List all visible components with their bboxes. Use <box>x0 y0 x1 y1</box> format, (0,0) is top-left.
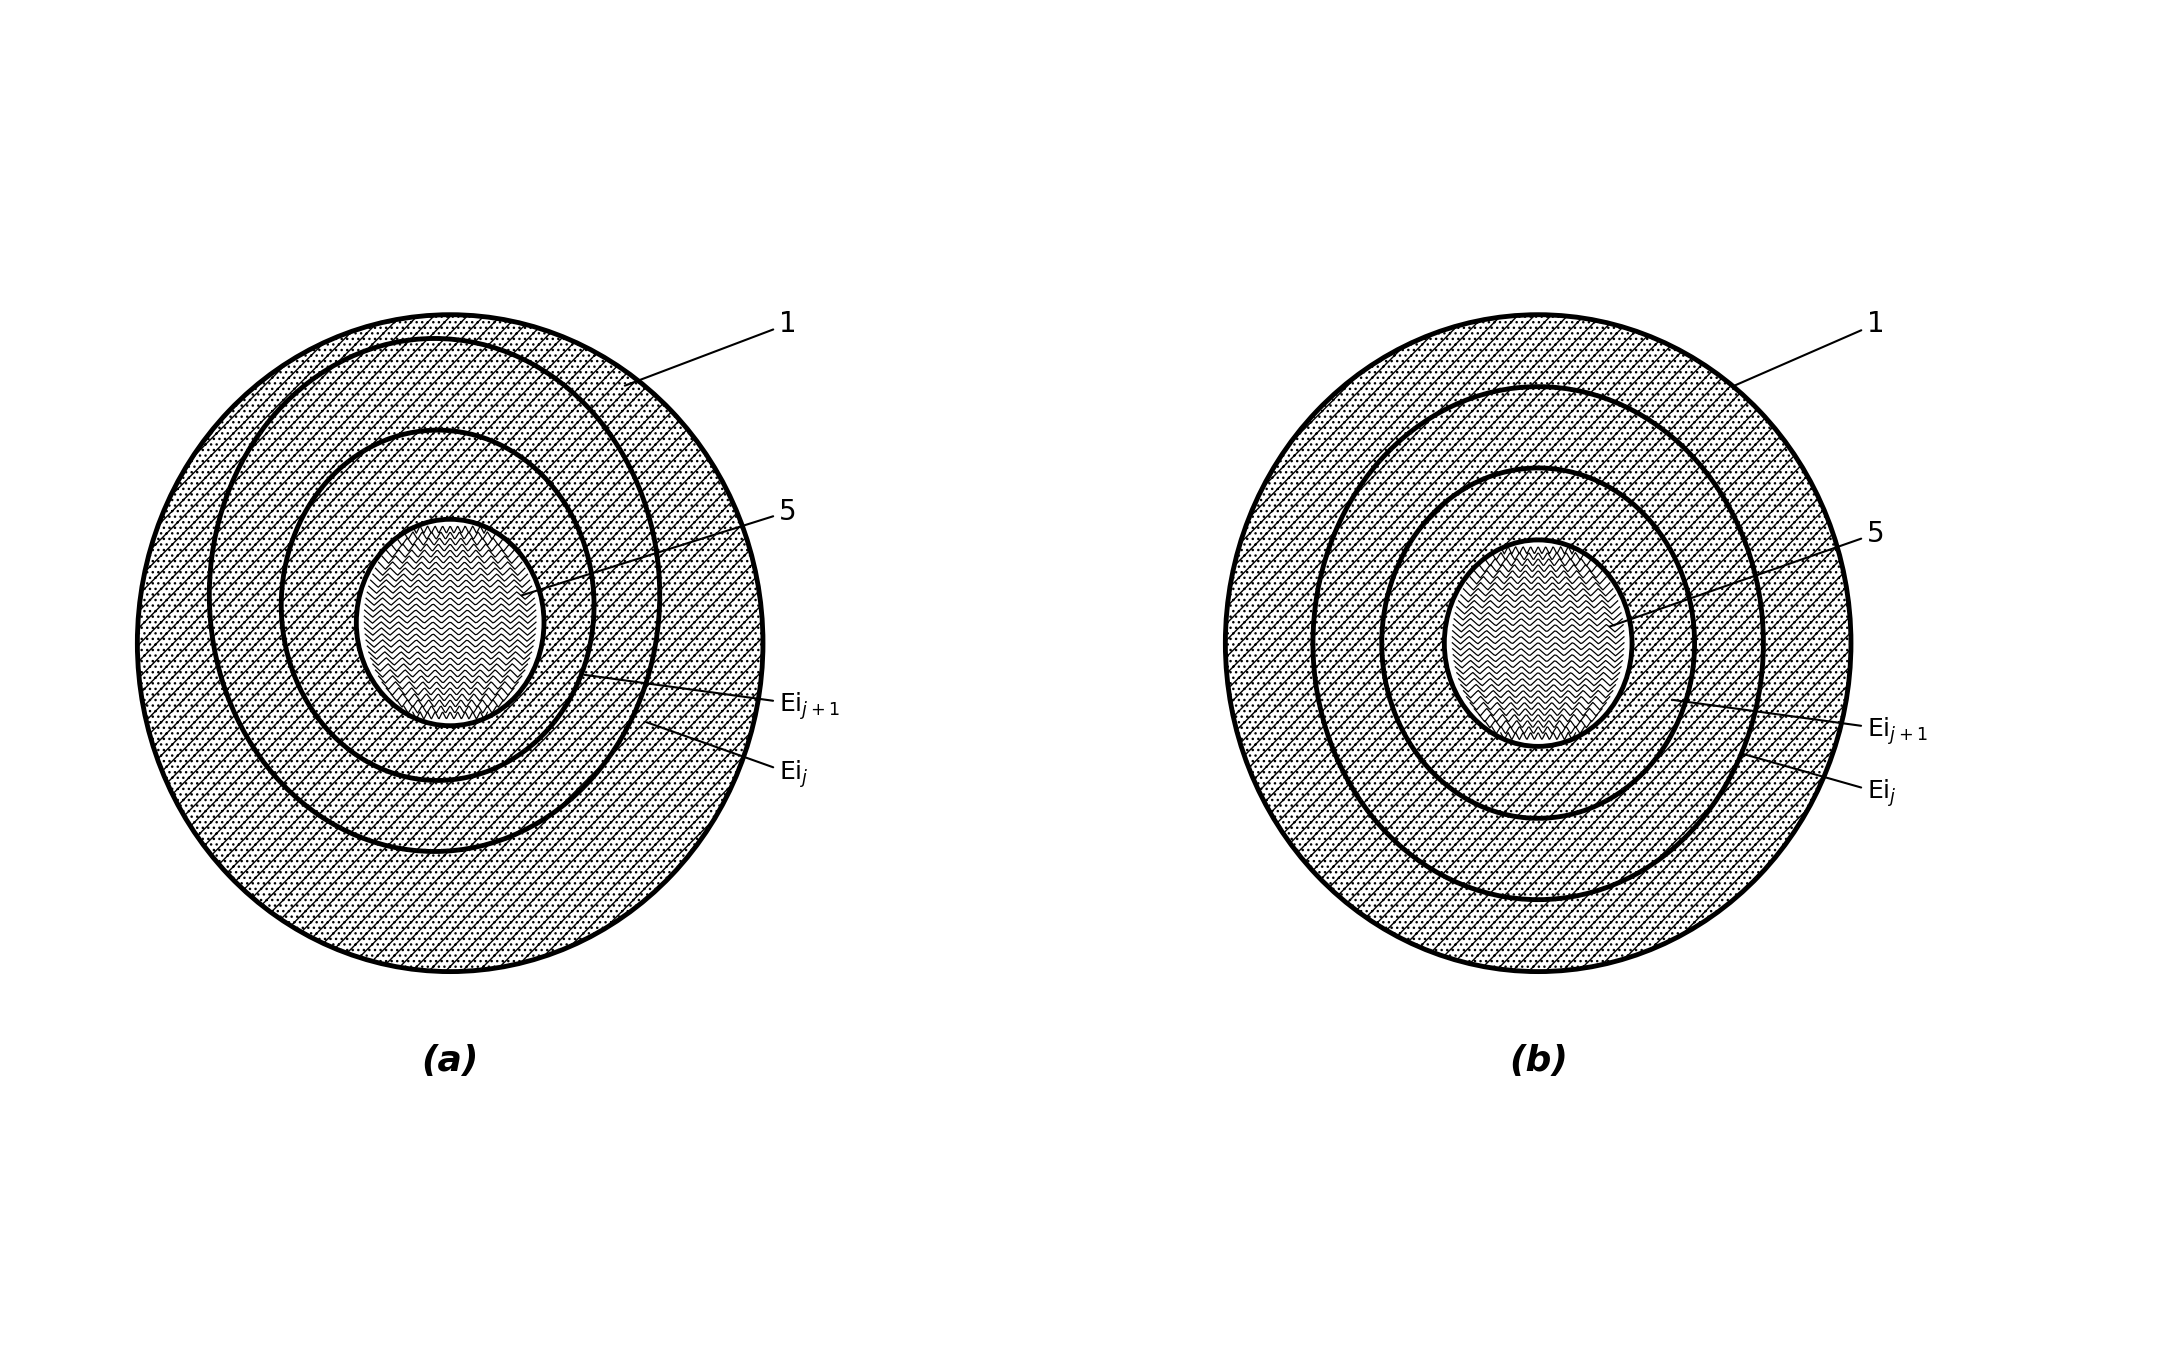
Ellipse shape <box>137 314 764 972</box>
Text: (b): (b) <box>1508 1044 1567 1078</box>
Ellipse shape <box>1312 387 1763 899</box>
Text: Ei$_{j}$: Ei$_{j}$ <box>646 722 809 791</box>
Text: (a): (a) <box>422 1044 479 1078</box>
Text: Ei$_{j}$: Ei$_{j}$ <box>1741 753 1897 810</box>
Ellipse shape <box>1445 540 1632 746</box>
Ellipse shape <box>209 338 659 852</box>
Text: 5: 5 <box>1610 520 1884 627</box>
Text: 5: 5 <box>522 498 796 596</box>
Text: Ei$_{j+1}$: Ei$_{j+1}$ <box>585 674 840 722</box>
Text: Ei$_{j+1}$: Ei$_{j+1}$ <box>1673 700 1928 746</box>
Ellipse shape <box>357 520 544 726</box>
Text: 1: 1 <box>625 310 796 386</box>
Ellipse shape <box>1225 314 1852 972</box>
Text: 1: 1 <box>1734 310 1884 386</box>
Ellipse shape <box>1382 468 1695 818</box>
Ellipse shape <box>281 431 594 780</box>
